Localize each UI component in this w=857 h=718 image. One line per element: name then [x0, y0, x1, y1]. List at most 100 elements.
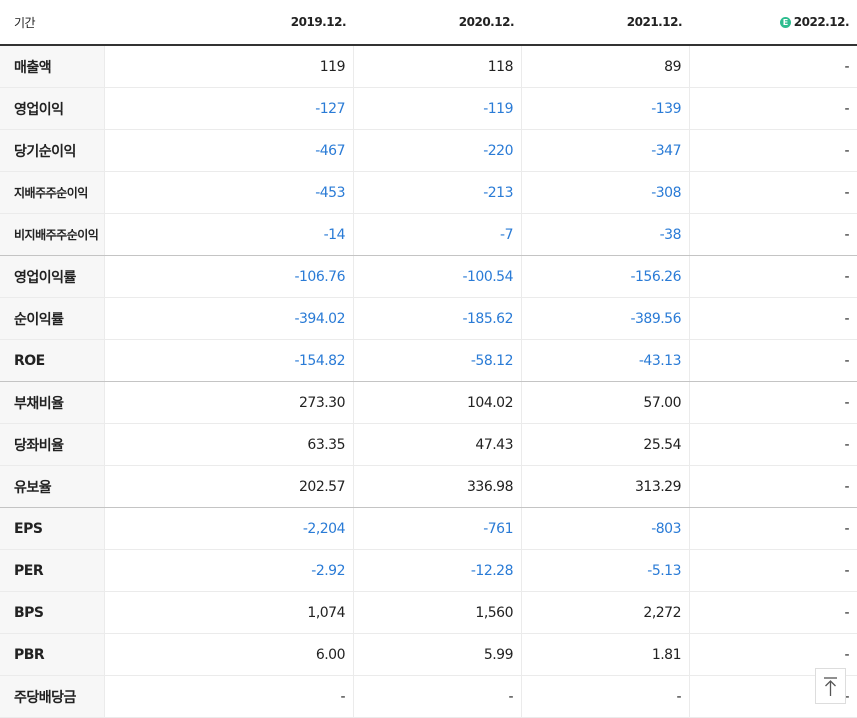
value-cell: -12.28	[354, 550, 522, 591]
value-cell: -119	[354, 88, 522, 129]
value-cell: -394.02	[105, 298, 354, 339]
table-row: ROE -154.82 -58.12 -43.13 -	[0, 340, 857, 382]
value-cell: -803	[522, 508, 690, 549]
value-cell: -185.62	[354, 298, 522, 339]
value-cell: -761	[354, 508, 522, 549]
value-cell: 1,074	[105, 592, 354, 633]
row-label: 당좌비율	[0, 424, 105, 465]
value-cell: 119	[105, 46, 354, 87]
value-cell: 104.02	[354, 382, 522, 423]
value-cell: -	[844, 352, 849, 369]
row-label: 영업이익	[0, 88, 105, 129]
header-row: 기간 2019.12. 2020.12. 2021.12. E 2022.12.	[0, 0, 857, 46]
header-period: E 2022.12.	[690, 0, 857, 44]
row-label: 비지배주주순이익	[0, 214, 105, 255]
row-label: PBR	[0, 634, 105, 675]
value-cell: -	[844, 688, 849, 705]
value-cell: 6.00	[105, 634, 354, 675]
header-text: 2021.12.	[626, 15, 683, 29]
value-cell: -467	[105, 130, 354, 171]
row-label: 매출액	[0, 46, 105, 87]
header-period: 2019.12.	[105, 0, 354, 44]
value-cell: -389.56	[522, 298, 690, 339]
value-cell: 2,272	[522, 592, 690, 633]
value-cell: -453	[105, 172, 354, 213]
table-row: 부채비율 273.30 104.02 57.00 -	[0, 382, 857, 424]
row-label: BPS	[0, 592, 105, 633]
row-label: 당기순이익	[0, 130, 105, 171]
table-row: EPS -2,204 -761 -803 -	[0, 508, 857, 550]
value-cell: -100.54	[354, 256, 522, 297]
value-cell: -	[354, 676, 522, 717]
table-row: 매출액 119 118 89 -	[0, 46, 857, 88]
value-cell: -	[844, 562, 849, 579]
row-label: 유보율	[0, 466, 105, 507]
header-text: 2020.12.	[458, 15, 515, 29]
table-row: 유보율 202.57 336.98 313.29 -	[0, 466, 857, 508]
value-cell: -213	[354, 172, 522, 213]
value-cell: -	[844, 520, 849, 537]
value-cell: -	[844, 436, 849, 453]
value-cell: -5.13	[522, 550, 690, 591]
table-row: 지배주주순이익 -453 -213 -308 -	[0, 172, 857, 214]
row-label: 순이익률	[0, 298, 105, 339]
value-cell: -139	[522, 88, 690, 129]
value-cell: -	[844, 184, 849, 201]
value-cell: -308	[522, 172, 690, 213]
value-cell: 57.00	[522, 382, 690, 423]
table-row: 당기순이익 -467 -220 -347 -	[0, 130, 857, 172]
value-cell: -58.12	[354, 340, 522, 381]
table-row: BPS 1,074 1,560 2,272 -	[0, 592, 857, 634]
row-label: 영업이익률	[0, 256, 105, 297]
value-cell: 1.81	[522, 634, 690, 675]
estimate-badge: E	[779, 16, 791, 28]
value-cell: -	[844, 646, 849, 663]
value-cell: 313.29	[522, 466, 690, 507]
table-row: 주당배당금 - - - -	[0, 676, 857, 718]
value-cell: -14	[105, 214, 354, 255]
row-label: PER	[0, 550, 105, 591]
table-row: 순이익률 -394.02 -185.62 -389.56 -	[0, 298, 857, 340]
value-cell: -	[105, 676, 354, 717]
header-period: 2020.12.	[354, 0, 522, 44]
value-cell: -	[844, 226, 849, 243]
header-label: 기간	[0, 0, 105, 44]
value-cell: -156.26	[522, 256, 690, 297]
header-text: 2019.12.	[290, 15, 347, 29]
value-cell: -	[844, 604, 849, 621]
table-row: 비지배주주순이익 -14 -7 -38 -	[0, 214, 857, 256]
header-text: 기간	[14, 15, 36, 30]
value-cell: 25.54	[522, 424, 690, 465]
table-row: 영업이익률 -106.76 -100.54 -156.26 -	[0, 256, 857, 298]
value-cell: -	[522, 676, 690, 717]
scroll-top-button[interactable]	[815, 668, 846, 704]
value-cell: 118	[354, 46, 522, 87]
value-cell: 5.99	[354, 634, 522, 675]
value-cell: -	[844, 478, 849, 495]
value-cell: -43.13	[522, 340, 690, 381]
value-cell: -	[844, 142, 849, 159]
value-cell: -	[844, 58, 849, 75]
value-cell: -2,204	[105, 508, 354, 549]
value-cell: -	[844, 100, 849, 117]
value-cell: -	[844, 268, 849, 285]
row-label: 부채비율	[0, 382, 105, 423]
header-period: 2021.12.	[522, 0, 690, 44]
value-cell: -2.92	[105, 550, 354, 591]
table-row: PER -2.92 -12.28 -5.13 -	[0, 550, 857, 592]
row-label: ROE	[0, 340, 105, 381]
arrow-up-icon	[824, 677, 837, 696]
header-text: 2022.12.	[793, 15, 850, 29]
row-label: EPS	[0, 508, 105, 549]
value-cell: -220	[354, 130, 522, 171]
value-cell: 273.30	[105, 382, 354, 423]
value-cell: -154.82	[105, 340, 354, 381]
value-cell: 336.98	[354, 466, 522, 507]
value-cell: -	[844, 394, 849, 411]
table-row: PBR 6.00 5.99 1.81 -	[0, 634, 857, 676]
value-cell: 63.35	[105, 424, 354, 465]
value-cell: 47.43	[354, 424, 522, 465]
value-cell: 202.57	[105, 466, 354, 507]
